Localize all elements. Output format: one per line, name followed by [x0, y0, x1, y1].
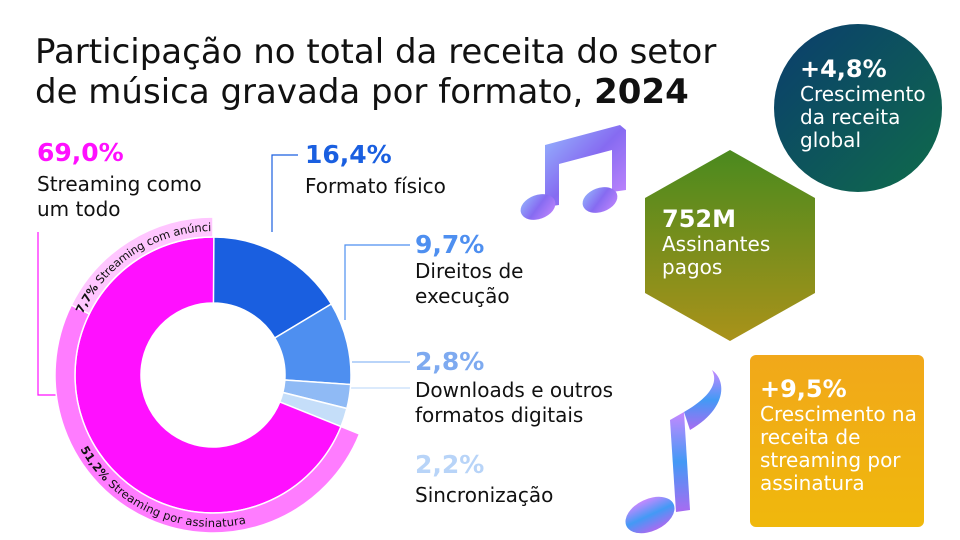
title-year: 2024 [594, 72, 689, 112]
value-label: 2,8% [415, 347, 484, 377]
stat-label: Assinantes pagos [662, 233, 792, 279]
stat-value: 752M [662, 205, 792, 233]
category-label: Sincronização [415, 483, 553, 508]
infographic: 51,2%Streaming por assinatura17,7%Stream… [0, 0, 960, 540]
stat: +4,8% Crescimento da receita global [800, 55, 940, 152]
category-label: Downloads e outros formatos digitais [415, 378, 650, 428]
category-label: Direitos de execução [415, 259, 555, 309]
stat-value: +4,8% [800, 55, 940, 83]
title: Participação no total da receita do seto… [35, 32, 765, 112]
value-label: 9,7% [415, 230, 484, 260]
stat-value: +9,5% [760, 375, 920, 403]
stat-label: Crescimento na receita de streaming por … [760, 403, 920, 495]
value-label: 16,4% [305, 140, 392, 170]
category-label: Formato físico [305, 174, 446, 199]
stat-label: Crescimento da receita global [800, 83, 940, 152]
stat: +9,5% Crescimento na receita de streamin… [760, 375, 920, 495]
value-label: 69,0% [37, 138, 124, 168]
stat: 752M Assinantes pagos [662, 205, 792, 279]
category-label: Streaming como um todo [37, 172, 237, 222]
music-note-icon [517, 125, 626, 224]
value-label: 2,2% [415, 450, 484, 480]
